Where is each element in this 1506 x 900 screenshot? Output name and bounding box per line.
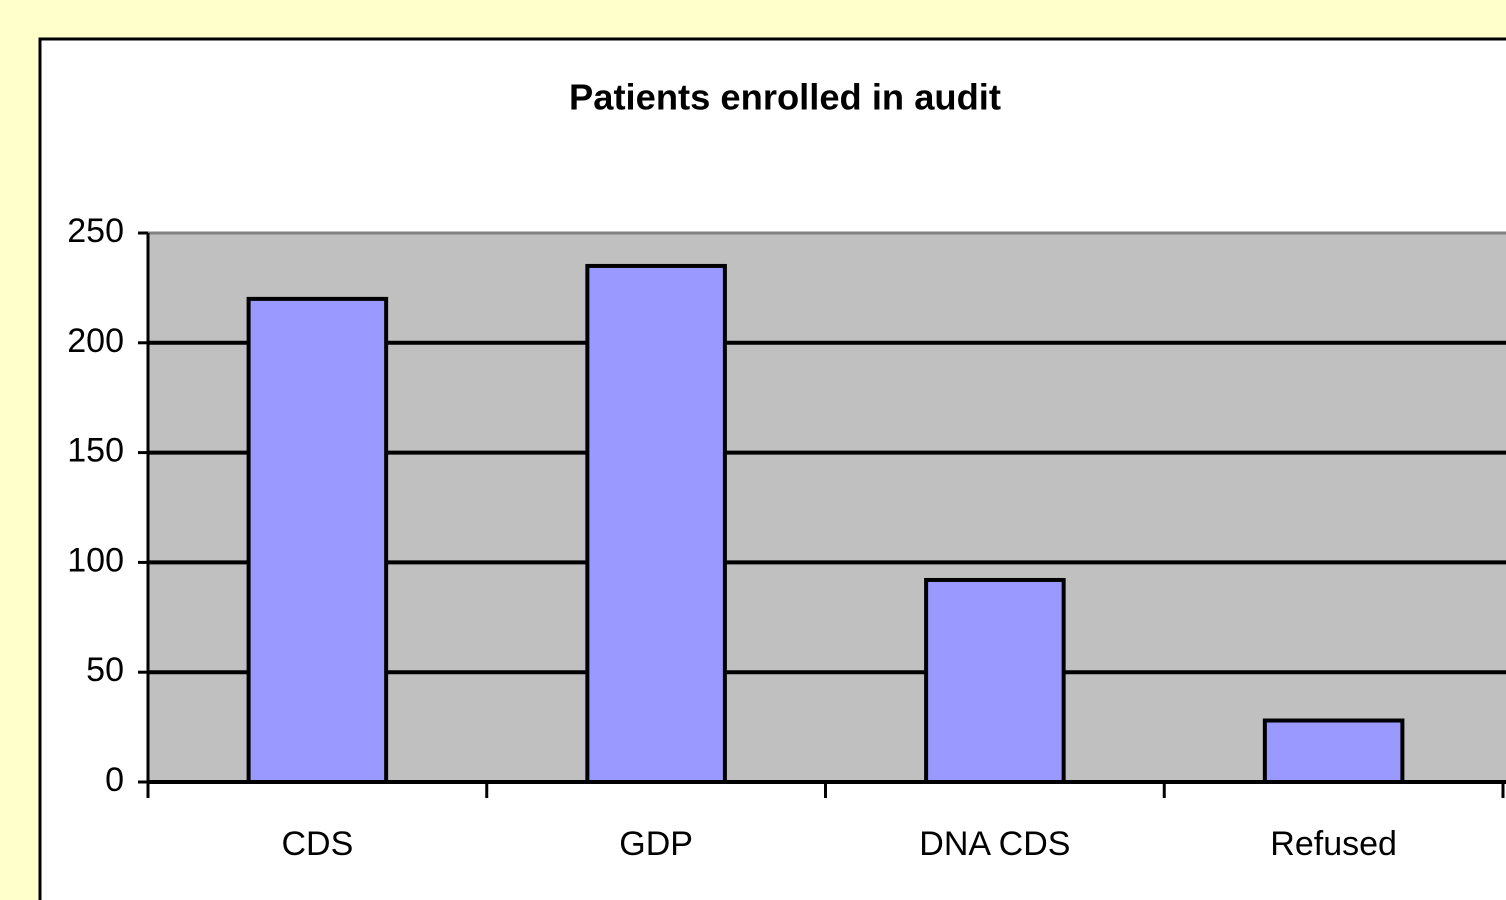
bar xyxy=(924,577,1066,785)
y-tick-label: 250 xyxy=(67,212,124,250)
x-tick-label: GDP xyxy=(619,825,693,863)
y-tick-label: 100 xyxy=(67,541,124,579)
bar xyxy=(585,263,727,784)
y-tick-label: 0 xyxy=(105,761,124,799)
x-tick-label: Refused xyxy=(1270,825,1397,863)
y-tick-label: 200 xyxy=(67,322,124,360)
x-tick-label: CDS xyxy=(281,825,353,863)
bar xyxy=(1262,718,1405,785)
bar xyxy=(246,296,389,784)
y-tick-label: 150 xyxy=(67,432,124,470)
x-tick-label: DNA CDS xyxy=(919,825,1070,863)
chart-title: Patients enrolled in audit xyxy=(569,77,1001,118)
y-tick-label: 50 xyxy=(86,651,124,689)
